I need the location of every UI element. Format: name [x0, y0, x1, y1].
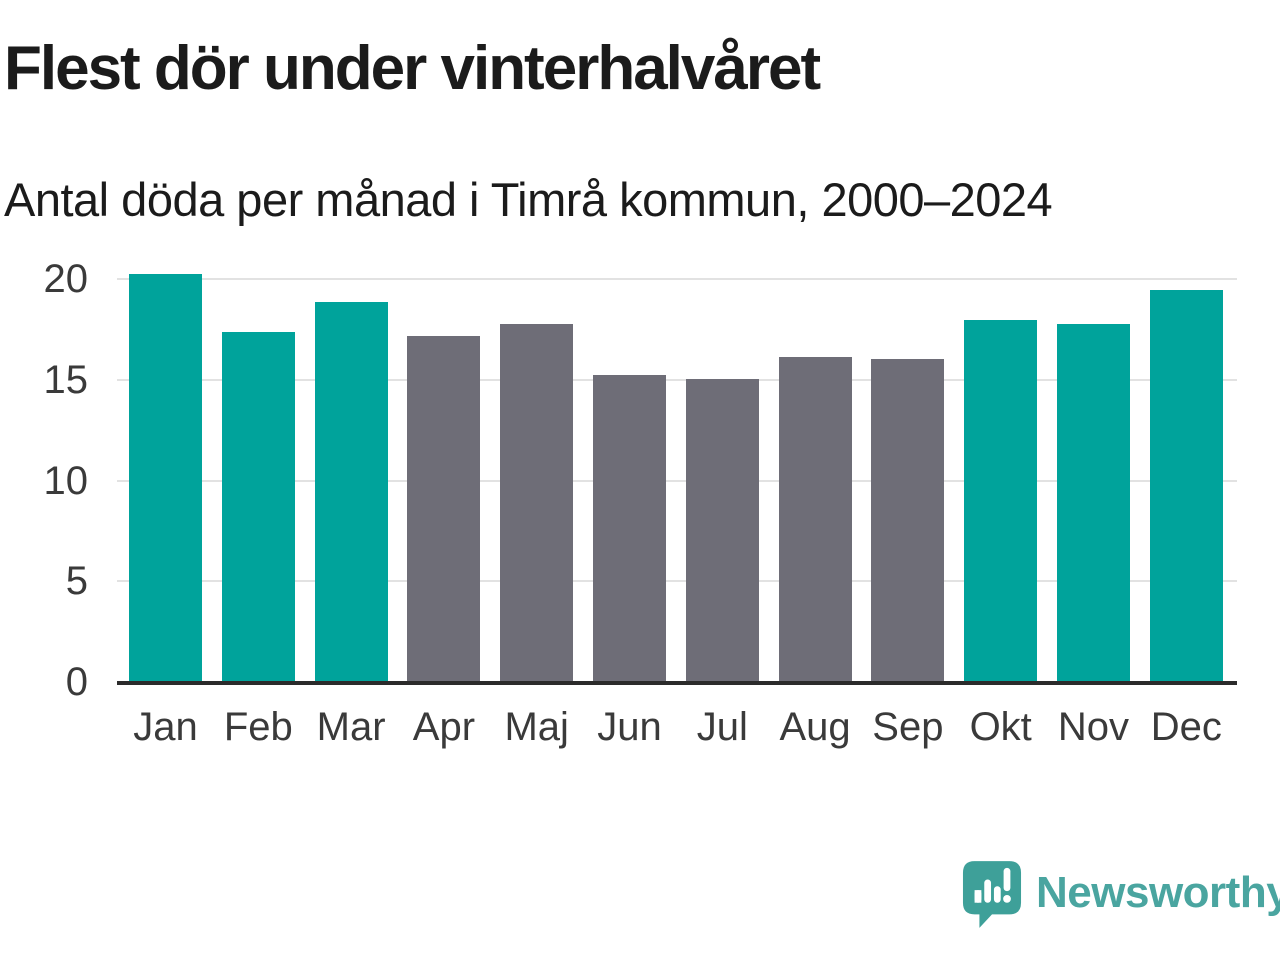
plot-area — [117, 269, 1237, 685]
gridline — [117, 479, 1237, 482]
bar-jan — [129, 273, 202, 683]
bar-jul — [685, 378, 759, 683]
x-axis-label-dec: Dec — [1150, 705, 1222, 749]
x-axis-label-aug: Aug — [779, 705, 851, 749]
bar-nov — [1057, 324, 1130, 683]
logo-bar-tall-icon — [984, 879, 992, 903]
logo-exclamation-dot-icon — [1003, 894, 1011, 903]
bar-okt — [964, 320, 1038, 683]
y-axis-tick-label: 20 — [43, 257, 89, 301]
x-axis-label-mar: Mar — [316, 705, 386, 749]
bar-jun — [593, 374, 666, 683]
x-axis-label-jul: Jul — [696, 705, 748, 749]
x-axis-label-apr: Apr — [412, 705, 476, 749]
bar-maj — [500, 324, 574, 683]
x-axis-label-jan: Jan — [133, 705, 198, 749]
page-title: Flest dör under vinterhalvåret — [4, 34, 821, 103]
x-axis-line — [117, 681, 1237, 685]
bar-aug — [778, 356, 852, 683]
logo-bar-mid-icon — [993, 886, 1001, 903]
bar-dec — [1149, 290, 1223, 683]
newsworthy-logo-icon — [962, 861, 1022, 928]
chart-subtitle: Antal döda per månad i Timrå kommun, 200… — [4, 173, 1053, 226]
bar-sep — [871, 358, 945, 683]
brand-footer: Newsworthy — [962, 860, 1280, 930]
logo-exclamation-bar-icon — [1003, 867, 1011, 892]
x-axis-label-feb: Feb — [223, 705, 293, 749]
x-axis-label-okt: Okt — [969, 705, 1032, 749]
x-axis-label-nov: Nov — [1057, 705, 1130, 749]
x-axis-label-maj: Maj — [504, 705, 569, 749]
gridline — [117, 378, 1237, 381]
gridline — [117, 580, 1237, 583]
y-axis-tick-label: 10 — [43, 458, 89, 503]
x-axis-label-sep: Sep — [872, 705, 944, 749]
bar-feb — [221, 332, 295, 683]
y-axis-tick-label: 0 — [65, 660, 88, 704]
logo-bar-small-icon — [974, 890, 982, 903]
y-axis-tick-label: 15 — [43, 357, 89, 402]
gridline — [117, 278, 1237, 280]
y-axis-tick-label: 5 — [65, 559, 88, 604]
bar-apr — [407, 336, 481, 683]
x-axis-label-jun: Jun — [597, 705, 662, 749]
brand-name: Newsworthy — [1036, 868, 1280, 917]
bar-mar — [314, 302, 388, 683]
